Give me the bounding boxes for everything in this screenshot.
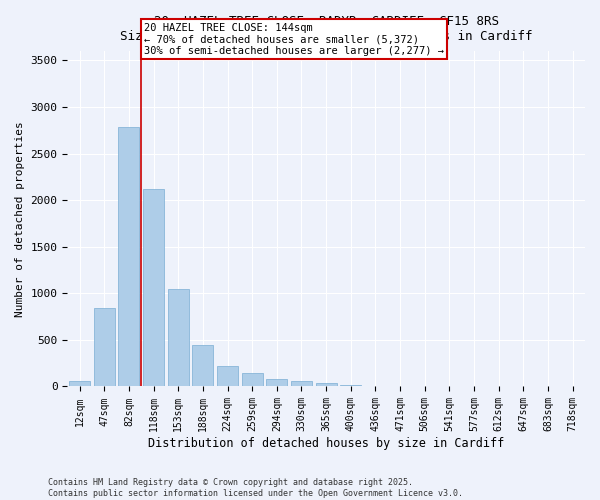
Bar (266, 379, 287, 386)
Title: 20, HAZEL TREE CLOSE, RADYR, CARDIFF, CF15 8RS
Size of property relative to deta: 20, HAZEL TREE CLOSE, RADYR, CARDIFF, CF… (120, 15, 532, 43)
Bar (217, 366, 238, 386)
Bar (316, 382, 337, 386)
X-axis label: Distribution of detached houses by size in Cardiff: Distribution of detached houses by size … (148, 437, 504, 450)
Bar (118, 128, 139, 386)
Bar (143, 189, 164, 386)
Bar (242, 374, 263, 386)
Text: 20 HAZEL TREE CLOSE: 144sqm
← 70% of detached houses are smaller (5,372)
30% of : 20 HAZEL TREE CLOSE: 144sqm ← 70% of det… (144, 22, 444, 56)
Bar (94, 308, 115, 386)
Text: Contains HM Land Registry data © Crown copyright and database right 2025.
Contai: Contains HM Land Registry data © Crown c… (48, 478, 463, 498)
Bar (193, 344, 214, 387)
Y-axis label: Number of detached properties: Number of detached properties (15, 121, 25, 316)
Bar (291, 382, 312, 386)
Bar (340, 384, 361, 386)
Bar (168, 288, 188, 386)
Bar (69, 381, 90, 386)
